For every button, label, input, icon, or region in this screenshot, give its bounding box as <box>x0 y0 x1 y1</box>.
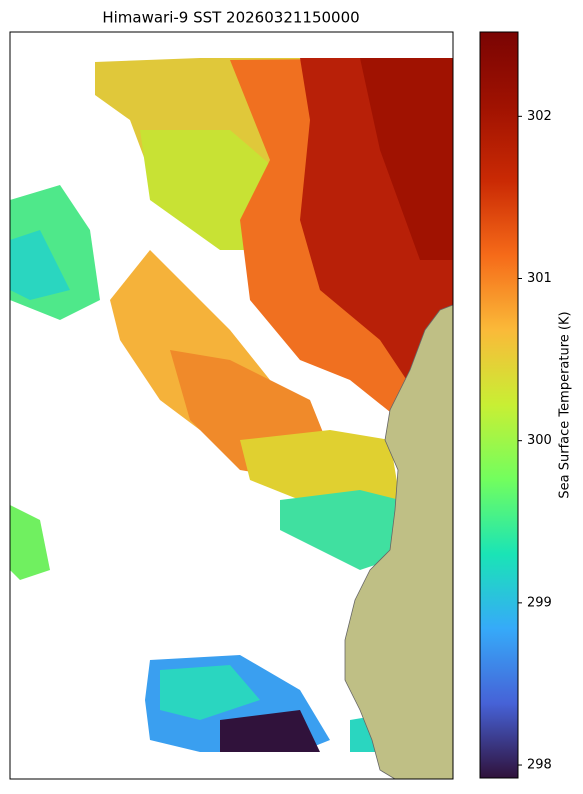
colorbar-tick-label: 298 <box>527 758 552 773</box>
colorbar-tick-label: 300 <box>527 433 552 448</box>
colorbar <box>479 31 519 779</box>
chart-title: Himawari-9 SST 20260321150000 <box>102 9 359 27</box>
colorbar-tick-label: 299 <box>527 595 552 610</box>
colorbar-tick-label: 301 <box>527 271 552 286</box>
colorbar-tick-label: 302 <box>527 109 552 124</box>
sst-field <box>10 32 453 779</box>
colorbar-label: Sea Surface Temperature (K) <box>558 311 573 498</box>
map-frame <box>9 31 454 780</box>
